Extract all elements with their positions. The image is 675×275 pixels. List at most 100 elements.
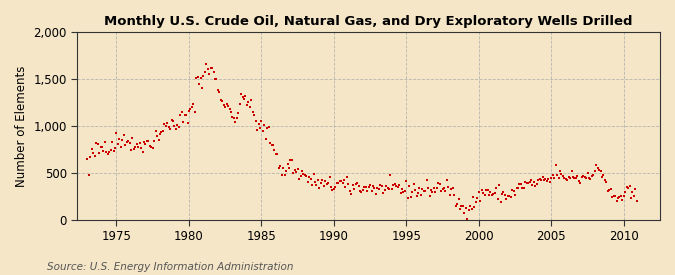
- Point: [230, 119, 241, 124]
- Point: [247, 109, 258, 114]
- Point: [549, 176, 560, 180]
- Point: [608, 194, 619, 198]
- Point: [405, 195, 416, 199]
- Point: [551, 173, 562, 177]
- Point: [420, 189, 431, 194]
- Point: [417, 187, 428, 191]
- Point: [157, 129, 168, 134]
- Point: [599, 178, 610, 182]
- Point: [489, 191, 500, 195]
- Point: [495, 200, 506, 204]
- Point: [526, 177, 537, 182]
- Point: [378, 191, 389, 196]
- Point: [488, 192, 499, 196]
- Point: [140, 142, 151, 146]
- Point: [350, 181, 361, 186]
- Point: [286, 158, 297, 162]
- Point: [346, 192, 356, 196]
- Point: [127, 136, 138, 140]
- Point: [111, 131, 122, 135]
- Point: [94, 151, 105, 155]
- Point: [266, 143, 277, 147]
- Point: [220, 105, 231, 109]
- Point: [460, 206, 471, 210]
- Point: [163, 125, 174, 130]
- Point: [89, 154, 100, 158]
- Point: [535, 177, 545, 182]
- Point: [623, 186, 634, 191]
- Point: [159, 122, 169, 126]
- Point: [362, 189, 373, 193]
- Point: [524, 180, 535, 184]
- Point: [353, 184, 364, 189]
- Point: [315, 181, 326, 185]
- Point: [151, 129, 161, 134]
- Point: [265, 141, 275, 145]
- Point: [539, 178, 549, 183]
- Point: [138, 140, 149, 144]
- Point: [358, 188, 369, 192]
- Point: [400, 188, 410, 193]
- Point: [529, 180, 539, 185]
- Point: [556, 172, 567, 176]
- Point: [578, 174, 589, 178]
- Point: [313, 178, 323, 182]
- Point: [616, 194, 626, 198]
- Point: [325, 185, 336, 189]
- Point: [592, 166, 603, 170]
- Point: [256, 119, 267, 123]
- Point: [282, 162, 293, 167]
- Point: [329, 186, 340, 191]
- Point: [223, 104, 234, 108]
- Point: [117, 138, 128, 142]
- Point: [348, 183, 358, 188]
- Point: [349, 187, 360, 191]
- Point: [624, 183, 635, 188]
- Point: [628, 194, 639, 198]
- Point: [464, 204, 475, 208]
- Point: [424, 194, 435, 198]
- Point: [359, 185, 370, 189]
- Point: [410, 188, 421, 192]
- Point: [253, 121, 264, 126]
- Point: [595, 169, 606, 174]
- Point: [588, 173, 599, 177]
- Point: [504, 193, 514, 198]
- Point: [566, 169, 577, 174]
- Point: [288, 171, 299, 176]
- Point: [185, 107, 196, 111]
- Point: [300, 173, 310, 177]
- Point: [213, 88, 223, 92]
- Point: [545, 180, 556, 184]
- Point: [537, 174, 548, 179]
- Point: [470, 200, 481, 204]
- Point: [621, 185, 632, 189]
- Point: [589, 169, 600, 173]
- Point: [273, 166, 284, 170]
- Point: [382, 186, 393, 190]
- Point: [152, 134, 163, 138]
- Point: [252, 128, 263, 133]
- Point: [272, 152, 283, 156]
- Point: [192, 75, 203, 79]
- Point: [92, 142, 103, 146]
- Y-axis label: Number of Elements: Number of Elements: [15, 65, 28, 187]
- Point: [314, 186, 325, 190]
- Point: [562, 178, 572, 182]
- Point: [536, 178, 547, 183]
- Point: [375, 183, 385, 187]
- Point: [243, 100, 254, 104]
- Point: [437, 187, 448, 192]
- Point: [208, 70, 219, 74]
- Point: [86, 146, 97, 151]
- Point: [88, 151, 99, 155]
- Point: [510, 193, 520, 198]
- Point: [279, 173, 290, 177]
- Point: [477, 188, 487, 192]
- Point: [572, 174, 583, 178]
- Point: [161, 124, 171, 128]
- Point: [98, 149, 109, 153]
- Point: [148, 139, 159, 143]
- Point: [481, 188, 491, 192]
- Point: [391, 183, 402, 188]
